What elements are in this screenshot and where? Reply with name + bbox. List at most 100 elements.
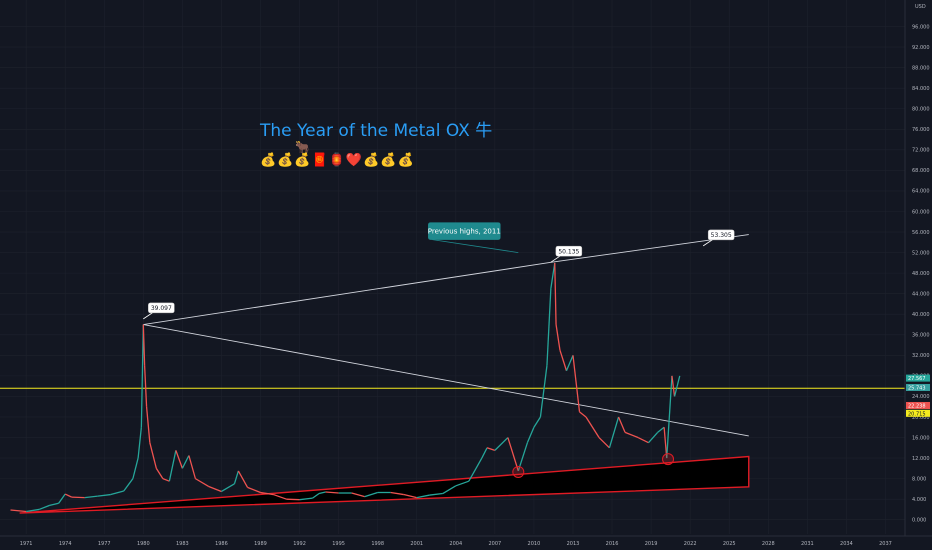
price-segment xyxy=(38,504,50,511)
x-tick-label: 2019 xyxy=(645,541,658,547)
price-segment xyxy=(673,385,678,397)
x-tick-label: 1980 xyxy=(137,541,150,547)
price-segment xyxy=(286,498,300,501)
callout-text: 53.305 xyxy=(711,232,732,239)
price-segment xyxy=(260,491,274,496)
y-tick-label: 32.000 xyxy=(912,353,930,359)
y-tick-label: 72.000 xyxy=(912,148,930,154)
y-tick-label: 84.000 xyxy=(912,86,930,92)
price-segment xyxy=(318,491,326,495)
callout-box xyxy=(707,229,735,241)
price-segment xyxy=(97,493,111,497)
price-segment xyxy=(550,262,556,289)
price-segment xyxy=(273,493,287,500)
callout-pointer xyxy=(143,312,153,320)
y-tick-label: 24.000 xyxy=(912,394,930,400)
price-segment xyxy=(237,470,249,488)
price-label-tag: 20.715 xyxy=(906,409,930,417)
x-tick-label: 1989 xyxy=(254,541,267,547)
price-segment xyxy=(140,324,144,428)
y-tick-label: 96.000 xyxy=(912,24,930,30)
support-wedge xyxy=(19,455,750,514)
y-tick-label: 4.000 xyxy=(912,497,926,503)
callout-text: 39.097 xyxy=(151,305,172,312)
price-segment xyxy=(486,447,496,451)
emoji-decoration-row: 💰💰💰🧧🏮❤️💰💰💰 xyxy=(260,153,415,168)
x-tick-label: 1995 xyxy=(332,541,345,547)
price-segment xyxy=(403,493,417,499)
price-segment xyxy=(143,365,148,407)
price-segment xyxy=(162,478,170,482)
y-tick-label: 88.000 xyxy=(912,65,930,71)
callout-pointer xyxy=(702,239,713,247)
price-label-tag: 22.238 xyxy=(906,401,930,409)
price-segment xyxy=(137,427,143,459)
price-segment xyxy=(608,416,620,448)
price-segment xyxy=(132,457,139,479)
price-segment xyxy=(145,406,151,443)
price-label-text: 20.715 xyxy=(908,411,926,417)
price-segment xyxy=(572,355,581,412)
callout-text: Previous highs, 2011 xyxy=(428,227,501,235)
price-segment xyxy=(49,502,59,506)
x-tick-label: 2010 xyxy=(528,541,541,547)
y-tick-label: 56.000 xyxy=(912,230,930,236)
price-segment xyxy=(637,436,649,444)
y-tick-label: 0.000 xyxy=(912,518,926,524)
price-segment xyxy=(175,450,183,469)
price-callout: 50.135 xyxy=(550,245,583,263)
x-tick-label: 2001 xyxy=(410,541,423,547)
price-segment xyxy=(657,426,665,433)
price-label-bg xyxy=(906,409,930,417)
price-segment xyxy=(555,324,561,351)
price-segment xyxy=(181,455,190,469)
price-segment xyxy=(71,496,85,499)
price-segment xyxy=(585,416,600,438)
price-callout: 53.305 xyxy=(702,229,735,247)
y-tick-label: 48.000 xyxy=(912,271,930,277)
price-segment xyxy=(671,375,676,397)
price-label-bg xyxy=(906,383,930,391)
price-segment xyxy=(565,355,574,371)
descending-trendline xyxy=(143,324,749,437)
price-label-text: 27.567 xyxy=(908,376,926,382)
price-segment xyxy=(149,442,157,469)
price-segment xyxy=(221,483,235,493)
price-segment xyxy=(676,375,681,387)
x-tick-label: 2031 xyxy=(801,541,814,547)
y-tick-label: 36.000 xyxy=(912,333,930,339)
price-segment xyxy=(526,427,535,443)
price-segment xyxy=(10,509,27,513)
y-tick-label: 80.000 xyxy=(912,107,930,113)
highlight-circle xyxy=(512,465,525,478)
callout-box xyxy=(148,302,175,314)
price-segment xyxy=(579,411,587,418)
price-segment xyxy=(533,416,541,428)
price-segment xyxy=(546,288,552,366)
trendline-layer xyxy=(0,234,905,514)
price-segment xyxy=(663,427,668,459)
price-segment xyxy=(539,365,548,418)
price-segment xyxy=(364,491,378,498)
price-label-text: 25.743 xyxy=(908,385,926,391)
price-segment xyxy=(617,416,626,433)
price-label-bg xyxy=(906,374,930,382)
y-tick-label: 16.000 xyxy=(912,435,930,441)
price-segment xyxy=(554,262,557,325)
x-tick-label: 2004 xyxy=(449,541,462,547)
price-segment xyxy=(84,495,98,499)
price-label-tag: 25.743 xyxy=(906,383,930,391)
price-segment xyxy=(598,437,610,449)
currency-label: USD xyxy=(915,4,926,10)
x-tick-label: 2028 xyxy=(762,541,775,547)
x-tick-label: 2022 xyxy=(684,541,697,547)
price-segment xyxy=(559,349,568,371)
grid-layer xyxy=(0,0,905,534)
price-segment xyxy=(390,491,404,496)
x-tick-label: 2016 xyxy=(606,541,619,547)
callout-text: 50.135 xyxy=(558,248,579,255)
price-segment xyxy=(648,431,659,444)
price-segment xyxy=(299,497,313,501)
